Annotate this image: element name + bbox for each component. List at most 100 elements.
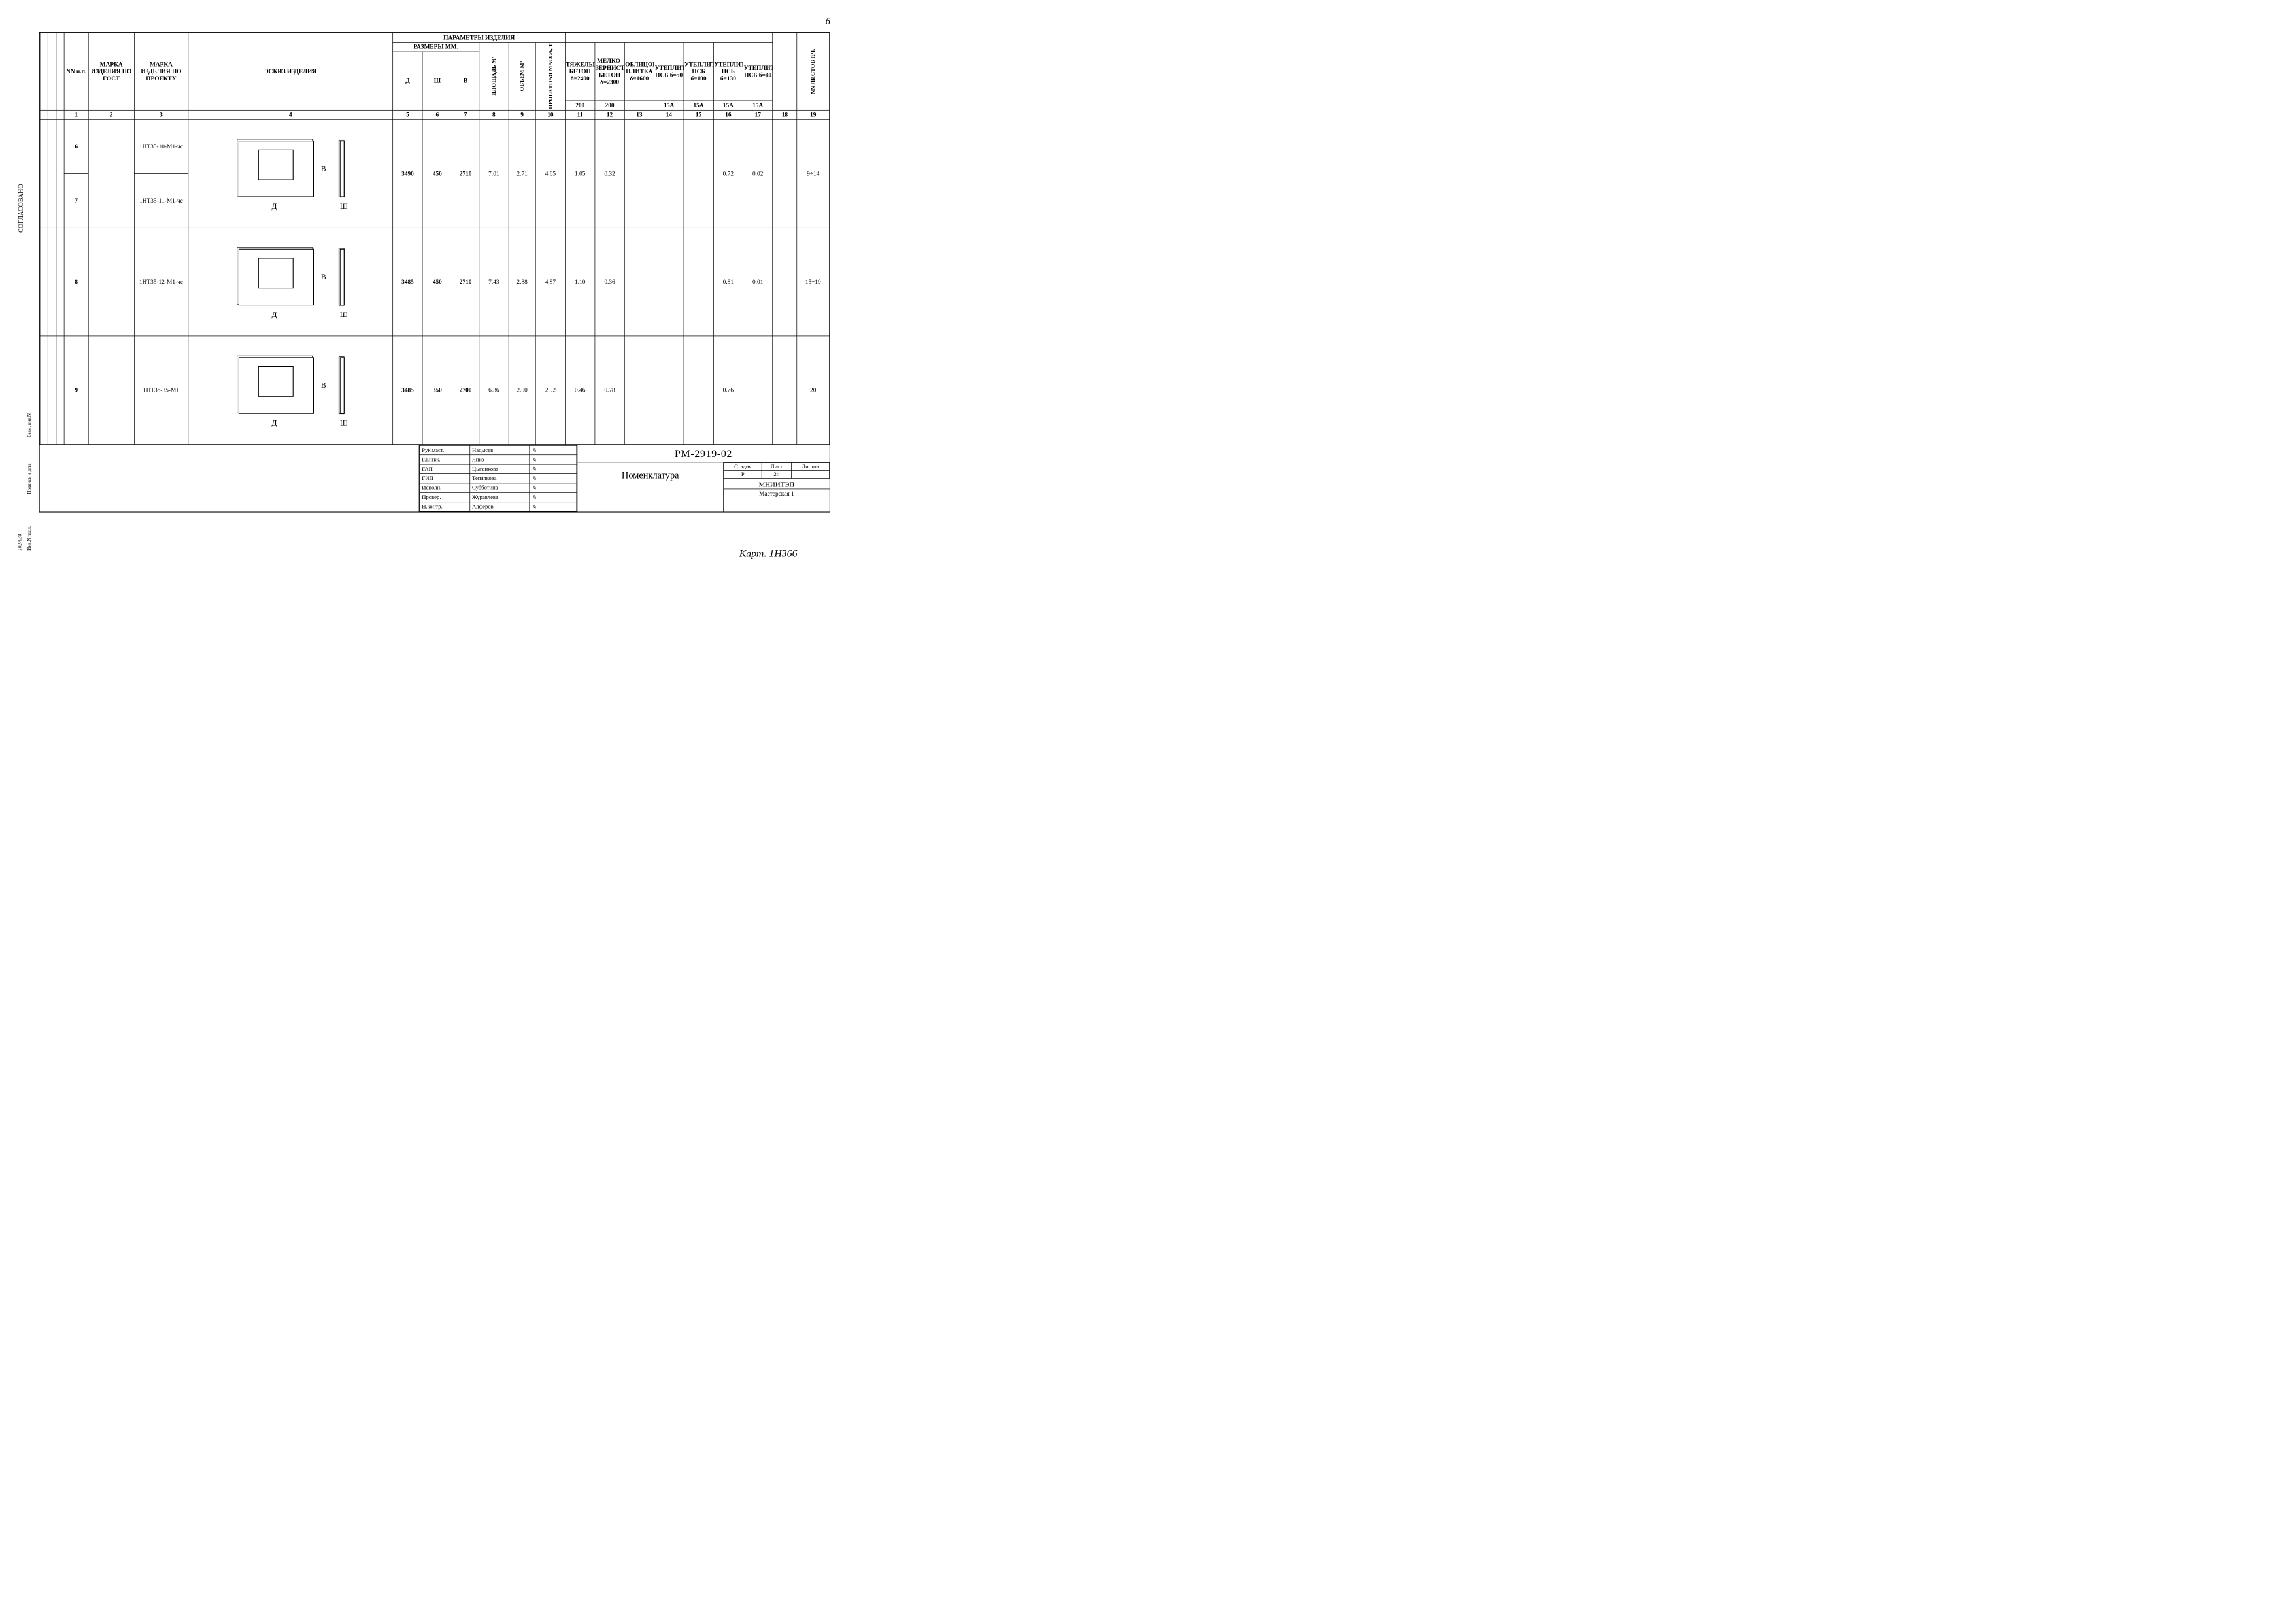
r1-Sh: 450: [422, 120, 452, 228]
r1-vol: 2.71: [509, 120, 535, 228]
r3-c17: [743, 336, 773, 445]
coln-5: 5: [393, 110, 422, 119]
r2-c16: 0.81: [713, 228, 743, 336]
sign-sig-6: ✎: [530, 502, 577, 511]
col-area: ПЛОЩАДЬ М²: [491, 56, 497, 95]
col-marka-project: МАРКА ИЗДЕЛИЯ ПО ПРОЕКТУ: [134, 33, 188, 110]
r1-c12: 0.32: [595, 120, 624, 228]
coln-7: 7: [452, 110, 479, 119]
sign-sig-2: ✎: [530, 464, 577, 473]
sheet-h: Лист: [762, 463, 791, 471]
r1-sketch: В Д Ш: [188, 120, 393, 228]
col-nn-listov: NN ЛИСТОВ Р.Ч.: [810, 49, 816, 94]
r2-vol: 2.88: [509, 228, 535, 336]
left-margin-approved: СОГЛАСОВАНО: [17, 184, 25, 233]
col-D: Д: [393, 52, 422, 110]
sketch-D: Д: [271, 418, 277, 427]
r1-c11: 1.05: [566, 120, 595, 228]
r2-V: 2710: [452, 228, 479, 336]
stage-h: Стадия: [724, 463, 762, 471]
sheets-h: Листов: [791, 463, 829, 471]
sketch-V: В: [321, 273, 326, 281]
r1-c13: [624, 120, 654, 228]
col-psb100: УТЕПЛИТ. ПСБ б=100: [684, 43, 713, 101]
r1-c15: [684, 120, 713, 228]
r3-area: 6.36: [479, 336, 509, 445]
footer: Рук.маст.Надысев✎ Гл.инж.Янко✎ ГАПЦыганк…: [40, 445, 830, 512]
r1-nn-7: 7: [64, 174, 88, 228]
sign-sig-3: ✎: [530, 474, 577, 483]
sub-15a-4: 15А: [743, 101, 773, 110]
sheets-v: [791, 471, 829, 479]
r3-Sh: 350: [422, 336, 452, 445]
coln-18: 18: [773, 110, 797, 119]
r1-nn-6: 6: [64, 120, 88, 174]
col-volume: ОБЪЕМ М³: [519, 61, 525, 92]
coln-4: 4: [188, 110, 393, 119]
r2-c19: 15÷19: [797, 228, 830, 336]
r2-sketch: В Д Ш: [188, 228, 393, 336]
r2-c18: [773, 228, 797, 336]
r3-c11: 0.46: [566, 336, 595, 445]
r1-c16: 0.72: [713, 120, 743, 228]
r2-c17: 0.01: [743, 228, 773, 336]
coln-19: 19: [797, 110, 830, 119]
r1-D: 3490: [393, 120, 422, 228]
sign-name-3: Теплякова: [470, 474, 530, 483]
r1-area: 7.01: [479, 120, 509, 228]
coln-6: 6: [422, 110, 452, 119]
sign-name-5: Журавлева: [470, 492, 530, 502]
r3-c12: 0.78: [595, 336, 624, 445]
sign-role-5: Провер.: [420, 492, 470, 502]
r1-V: 2710: [452, 120, 479, 228]
r2-marka: 1НТ35-12-М1-чс: [134, 228, 188, 336]
sketch-Sh: Ш: [340, 202, 348, 211]
sketch-Sh: Ш: [340, 418, 348, 427]
sign-role-6: Н.контр.: [420, 502, 470, 511]
r3-c13: [624, 336, 654, 445]
r3-c15: [684, 336, 713, 445]
r2-mass: 4.87: [535, 228, 565, 336]
r2-c11: 1.10: [566, 228, 595, 336]
doc-number: РМ-2919-02: [577, 445, 830, 462]
sign-sig-0: ✎: [530, 445, 577, 454]
coln-8: 8: [479, 110, 509, 119]
sign-name-0: Надысев: [470, 445, 530, 454]
r3-c14: [654, 336, 684, 445]
sign-role-4: Исполн.: [420, 483, 470, 492]
col-heavy: ТЯЖЕЛЫЙ БЕТОН δ=2400: [566, 43, 595, 101]
sketch-V: В: [321, 381, 326, 389]
col-psb50: УТЕПЛИТ. ПСБ б=50: [654, 43, 684, 101]
sign-name-2: Цыганкова: [470, 464, 530, 473]
header-row-1: NN п.п. МАРКА ИЗДЕЛИЯ ПО ГОСТ МАРКА ИЗДЕ…: [40, 33, 829, 42]
r2-c15: [684, 228, 713, 336]
col-eskiz: ЭСКИЗ ИЗДЕЛИЯ: [188, 33, 393, 110]
col-V: В: [452, 52, 479, 110]
col-group-sizes: РАЗМЕРЫ ММ.: [393, 43, 479, 52]
r1-c17: 0.02: [743, 120, 773, 228]
sub-200a: 200: [566, 101, 595, 110]
r3-D: 3485: [393, 336, 422, 445]
r3-vol: 2.00: [509, 336, 535, 445]
r2-nn: 8: [64, 228, 88, 336]
coln-9: 9: [509, 110, 535, 119]
sub-15a-3: 15А: [713, 101, 743, 110]
r1-marka-6: 1НТ35-10-М1-чс: [134, 120, 188, 174]
left-margin-inv-value: 1027034: [17, 534, 22, 551]
signers-table: Рук.маст.Надысев✎ Гл.инж.Янко✎ ГАПЦыганк…: [420, 445, 577, 512]
col-number-row: 1 2 3 4 5 6 7 8 9 10 11 12 13 14 15 16 1…: [40, 110, 829, 119]
left-margin-podpis: Подпись и дата: [27, 463, 32, 494]
r1-marka-7: 1НТ35-11-М1-чс: [134, 174, 188, 228]
col-Sh: Ш: [422, 52, 452, 110]
sign-name-1: Янко: [470, 455, 530, 464]
r2-area: 7.43: [479, 228, 509, 336]
data-row-6: 6 1НТ35-10-М1-чс В Д Ш 3490 450 2710 7.0…: [40, 120, 829, 174]
r2-c12: 0.36: [595, 228, 624, 336]
col-marka-gost: МАРКА ИЗДЕЛИЯ ПО ГОСТ: [88, 33, 134, 110]
coln-13: 13: [624, 110, 654, 119]
sign-sig-1: ✎: [530, 455, 577, 464]
coln-3: 3: [134, 110, 188, 119]
stage-v: Р: [724, 471, 762, 479]
sign-role-2: ГАП: [420, 464, 470, 473]
r3-V: 2700: [452, 336, 479, 445]
